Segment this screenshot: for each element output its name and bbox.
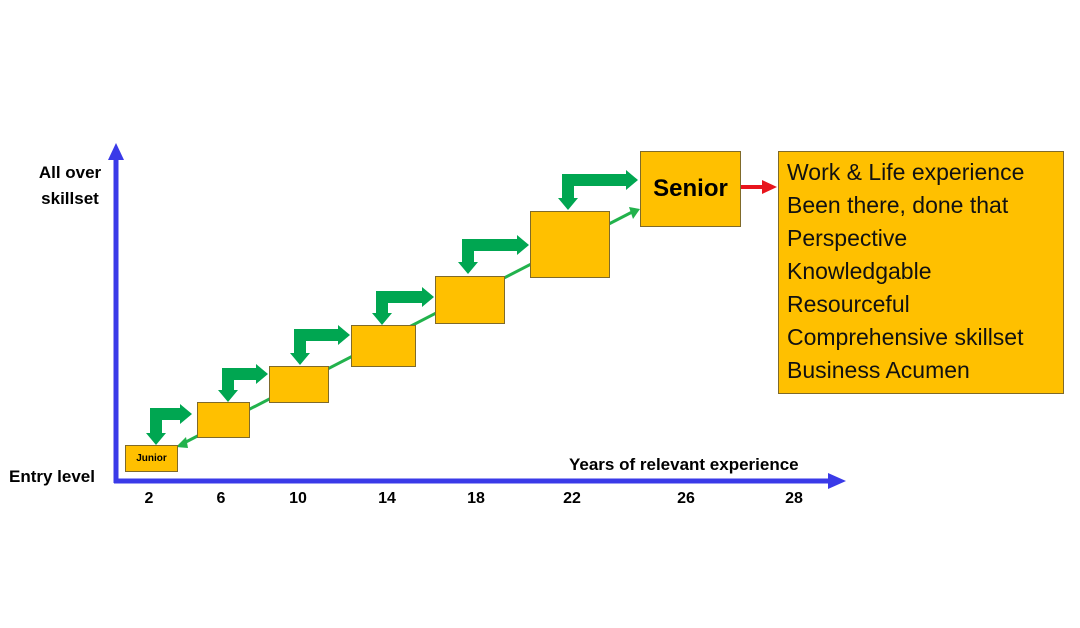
senior-label: Senior <box>653 175 728 202</box>
junior-box: Junior <box>125 445 178 472</box>
step-box-1 <box>197 402 250 438</box>
x-tick-label: 18 <box>467 490 485 507</box>
senior-box: Senior <box>640 151 741 227</box>
trait-item: Resourceful <box>787 291 910 317</box>
step-up-arrow-6 <box>558 170 638 210</box>
x-tick-label: 6 <box>216 490 226 507</box>
trait-item: Business Acumen <box>787 357 970 383</box>
y-axis-bottom-label: Entry level <box>9 467 95 486</box>
x-tick-label: 22 <box>563 490 581 507</box>
trend-line-arrowhead-bottom <box>176 437 188 448</box>
trend-line-arrowhead-top <box>629 207 640 219</box>
step-up-arrow-1 <box>146 404 192 445</box>
y-axis-arrowhead <box>108 143 124 160</box>
x-axis-label: Years of relevant experience <box>569 455 799 474</box>
senior-traits-box: Work & Life experience Been there, done … <box>778 151 1064 394</box>
trait-item: Comprehensive skillset <box>787 324 1024 350</box>
step-box-4 <box>435 276 505 324</box>
x-axis-arrowhead <box>828 473 846 489</box>
step-arrows <box>146 170 638 445</box>
junior-label: Junior <box>136 453 167 464</box>
y-axis-top-label: All over skillset <box>38 163 102 208</box>
x-tick-label: 10 <box>289 490 307 507</box>
x-tick-label: 26 <box>677 490 695 507</box>
trait-item: Been there, done that <box>787 192 1009 218</box>
step-up-arrow-5 <box>458 235 529 274</box>
step-box-2 <box>269 366 329 403</box>
step-box-3 <box>351 325 416 367</box>
x-tick-label: 2 <box>144 490 154 507</box>
trait-item: Perspective <box>787 225 908 251</box>
x-tick-label: 14 <box>378 490 396 507</box>
step-up-arrow-2 <box>218 364 268 402</box>
trait-item: Knowledgable <box>787 258 932 284</box>
step-box-5 <box>530 211 610 278</box>
step-up-arrow-4 <box>372 287 434 325</box>
x-tick-label: 28 <box>785 490 803 507</box>
trait-item: Work & Life experience <box>787 159 1025 185</box>
step-up-arrow-3 <box>290 325 350 365</box>
senior-pointer-arrowhead <box>762 180 777 194</box>
